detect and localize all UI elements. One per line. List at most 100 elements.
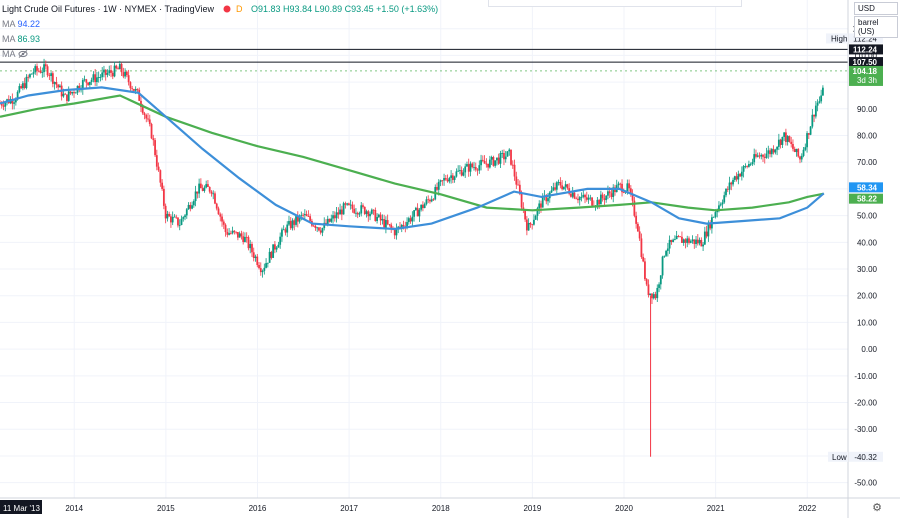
currency-selector[interactable]: USD barrel (US) <box>854 2 898 39</box>
candle-body <box>718 205 720 211</box>
candle-body <box>400 224 403 228</box>
hline-price-box <box>849 57 883 68</box>
price-tick-label: 70.00 <box>857 158 878 167</box>
candle-body <box>164 205 167 219</box>
candle-body <box>450 175 453 178</box>
candle-body <box>131 88 134 90</box>
candle-body <box>356 212 359 215</box>
candle-body <box>635 215 638 224</box>
candle-body <box>217 208 220 215</box>
candle-body <box>96 77 98 83</box>
candle-body <box>760 154 763 157</box>
candle-body <box>658 284 660 288</box>
legend-ma3[interactable]: MA <box>2 47 438 62</box>
candle-body <box>25 76 28 89</box>
candle-body <box>663 255 666 257</box>
candle-body <box>113 65 116 77</box>
time-tick-label: 2016 <box>249 504 267 513</box>
legend-ma2[interactable]: MA 86.93 <box>2 32 438 47</box>
candle-body <box>277 244 280 248</box>
eye-off-icon[interactable] <box>18 50 28 58</box>
candle-body <box>508 149 511 152</box>
candle-body <box>584 194 586 198</box>
candle-body <box>515 176 518 185</box>
unit-selector[interactable]: barrel (US) <box>854 16 898 38</box>
candle-body <box>122 72 125 77</box>
candle-body <box>441 180 444 182</box>
symbol-name: Light Crude Oil Futures <box>2 4 96 14</box>
candle-body <box>92 74 95 80</box>
candle-body <box>598 199 601 205</box>
candle-body <box>732 179 734 185</box>
candle-body <box>748 164 750 167</box>
candle-body <box>726 188 729 190</box>
low-value-label: -40.32 <box>854 453 877 462</box>
candle-body <box>140 100 142 108</box>
candle-body <box>644 261 646 280</box>
candle-body <box>346 203 349 205</box>
candle-body <box>633 200 636 216</box>
candle-body <box>256 256 259 266</box>
current-price-label: 104.18 <box>853 67 878 76</box>
candle-body <box>740 171 743 177</box>
candle-body <box>675 235 678 240</box>
candle-body <box>261 270 264 273</box>
candle-body <box>496 157 498 161</box>
candle-body <box>381 219 384 221</box>
legend-ma1[interactable]: MA 94.22 <box>2 17 438 32</box>
candle-body <box>185 209 188 216</box>
candle-body <box>753 154 756 163</box>
candle-body <box>758 155 761 157</box>
candle-body <box>129 82 132 89</box>
time-tick-label: 2018 <box>432 504 450 513</box>
candle-body <box>249 243 252 249</box>
candle-body <box>725 188 727 196</box>
candle-body <box>214 193 216 204</box>
candle-body <box>420 204 423 210</box>
gear-icon[interactable]: ⚙ <box>872 502 882 514</box>
high-tag-box <box>826 33 848 44</box>
candle-body <box>240 233 243 237</box>
candle-body <box>145 114 148 119</box>
candle-body <box>723 195 726 203</box>
high-value-box <box>849 33 883 44</box>
candle-body <box>99 77 102 78</box>
candle-body <box>265 263 267 268</box>
candle-body <box>779 139 782 145</box>
price-tick-label: 80.00 <box>857 132 878 141</box>
currency-code[interactable]: USD <box>854 2 898 15</box>
candle-body <box>513 164 516 177</box>
candle-body <box>755 154 757 157</box>
candle-body <box>670 239 673 243</box>
candle-body <box>231 230 234 234</box>
ma-value-label: 58.22 <box>857 195 878 204</box>
candle-body <box>647 284 650 295</box>
candle-body <box>413 210 415 217</box>
candle-body <box>562 186 565 190</box>
candle-body <box>525 219 528 231</box>
candle-body <box>568 188 571 194</box>
candle-body <box>437 181 440 190</box>
time-tick-label: 2020 <box>615 504 633 513</box>
price-tick-label: 10.00 <box>857 318 878 327</box>
candle-body <box>316 227 319 229</box>
candle-body <box>566 184 569 189</box>
high-tag-label: High <box>831 34 847 43</box>
candle-body <box>555 182 558 190</box>
candle-body <box>281 229 283 237</box>
hline-price-label: 112.24 <box>853 45 878 54</box>
candle-body <box>473 166 475 168</box>
candle-body <box>210 191 213 194</box>
candle-body <box>744 166 747 167</box>
candle-body <box>127 75 130 83</box>
candle-body <box>175 216 178 218</box>
candle-body <box>640 238 643 258</box>
candle-body <box>490 157 493 160</box>
candle-body <box>409 218 412 222</box>
candle-body <box>587 197 590 200</box>
candle-body <box>171 216 174 223</box>
candle-body <box>263 267 266 271</box>
candle-body <box>247 237 250 249</box>
candle-body <box>538 203 541 209</box>
